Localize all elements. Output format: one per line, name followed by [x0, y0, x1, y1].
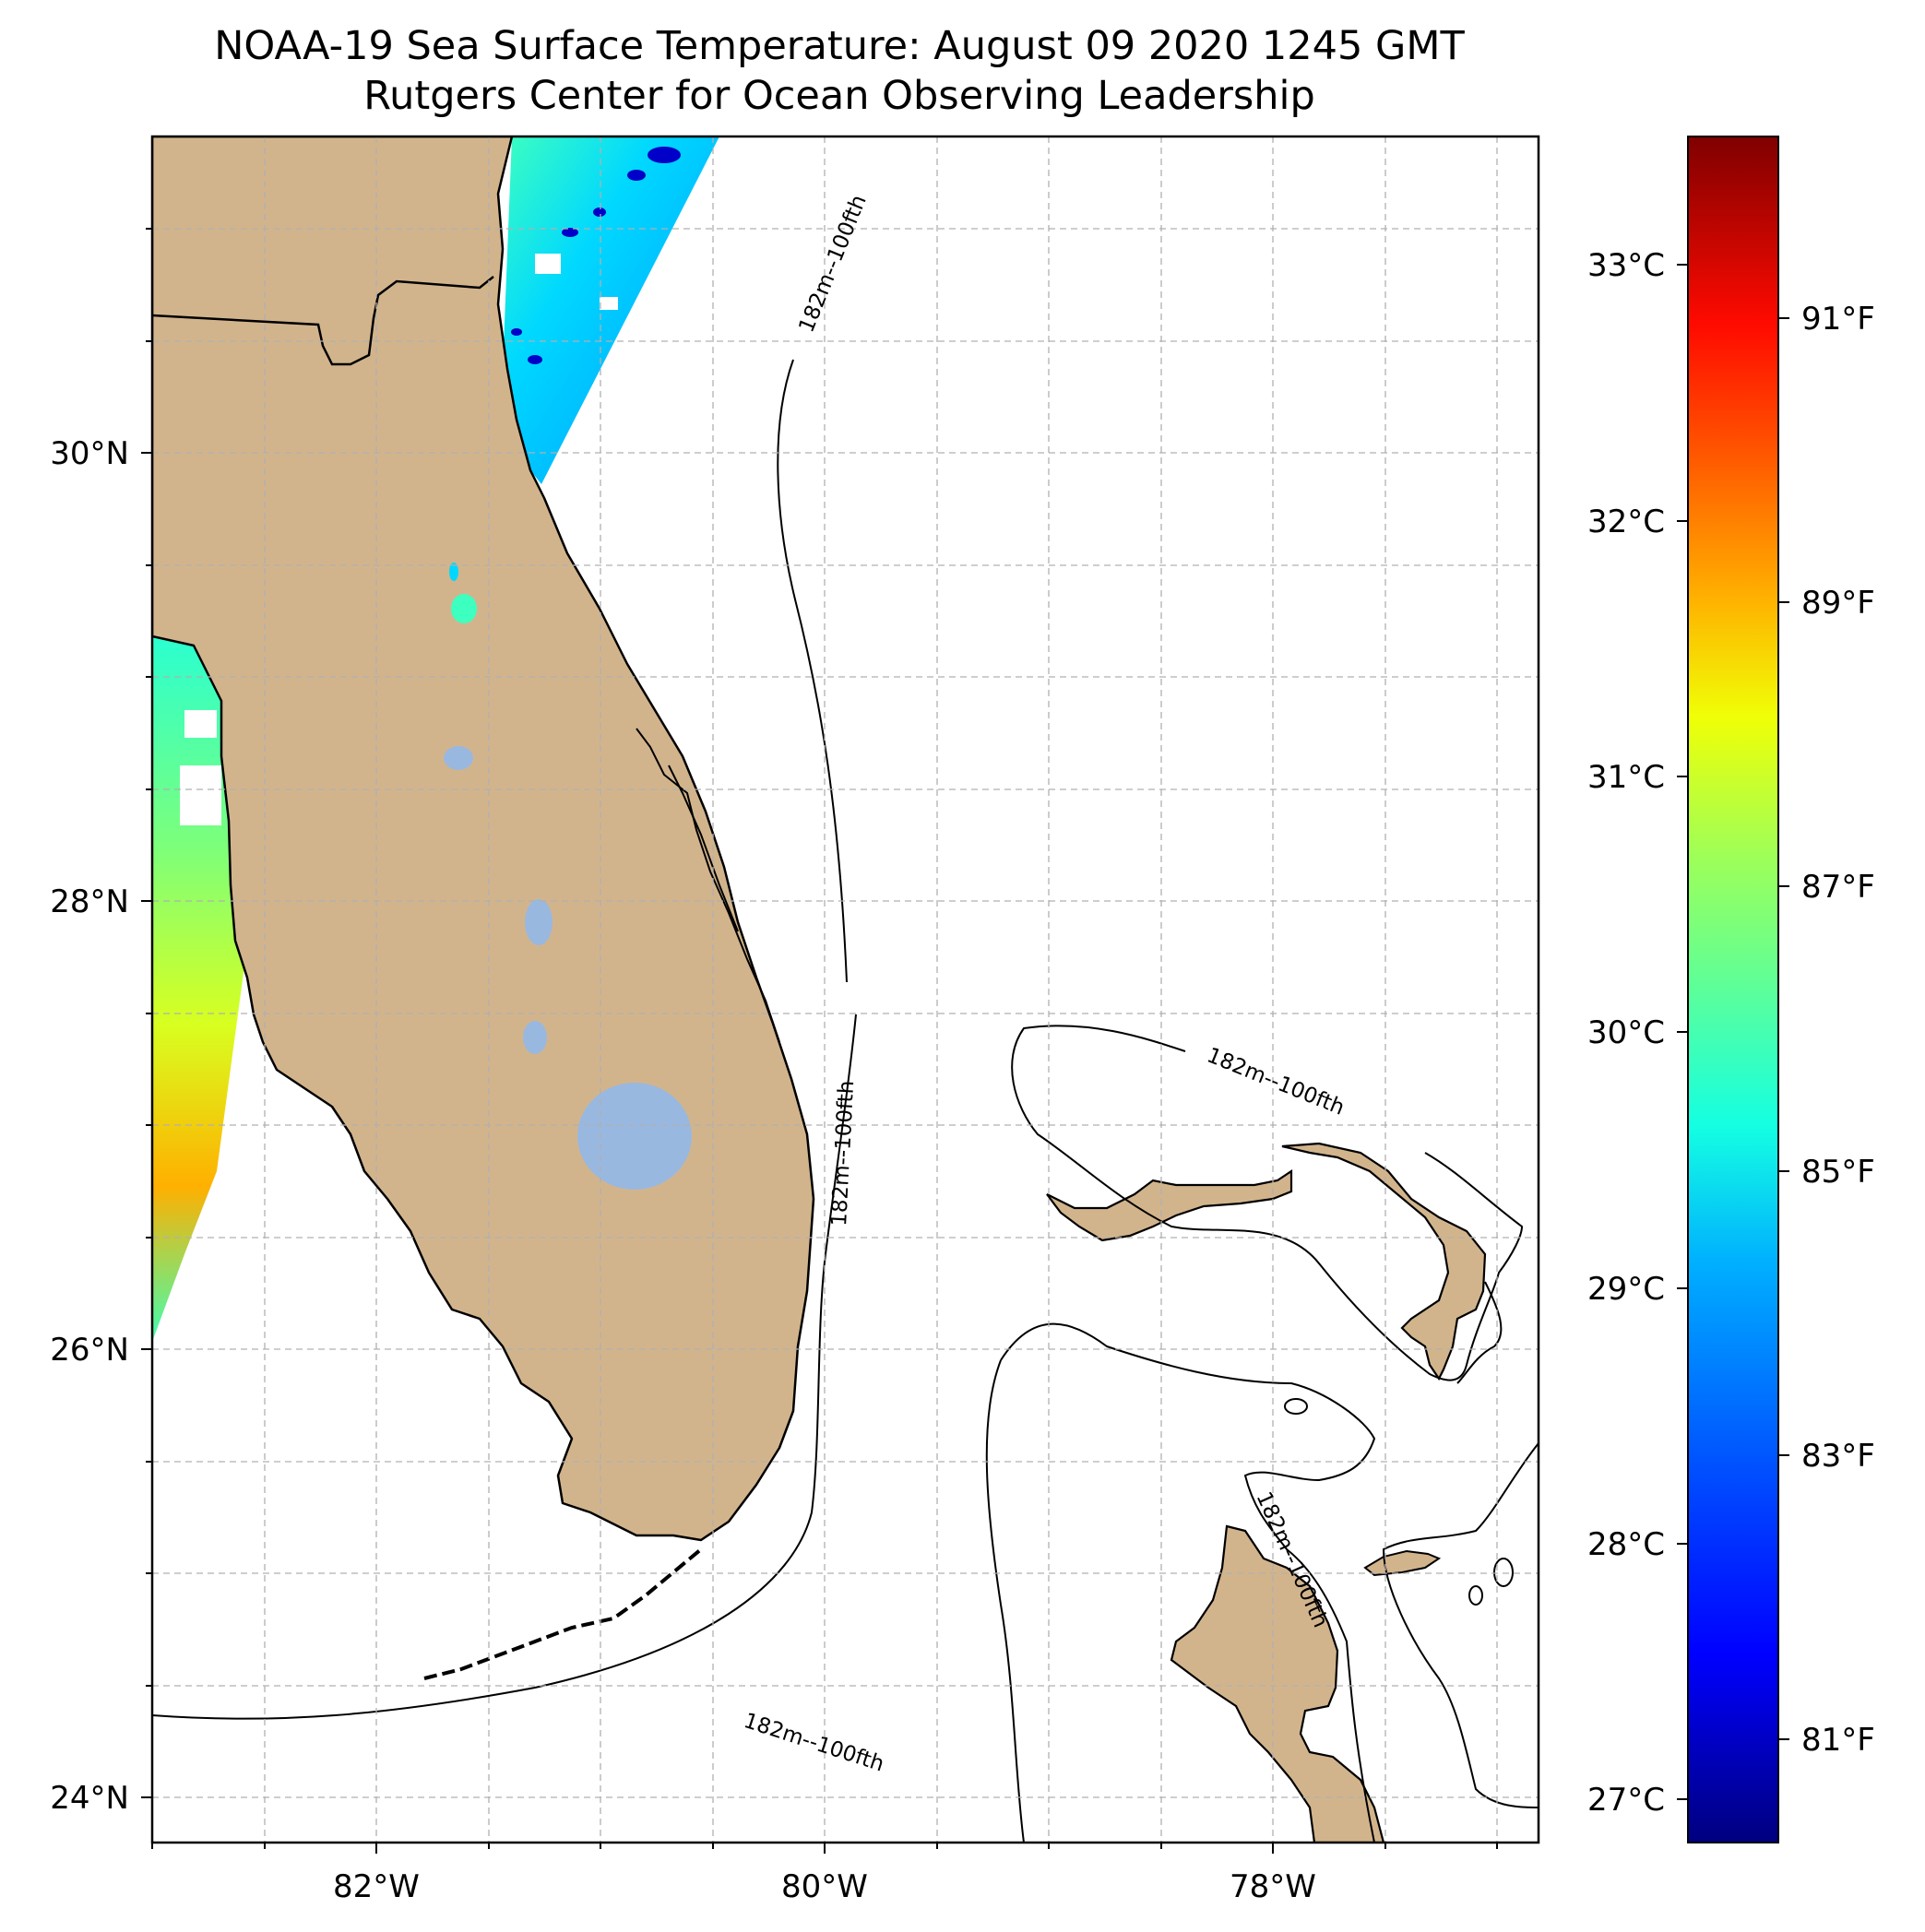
- sst-inland-patch: [451, 594, 477, 623]
- berry-islands: [1363, 1549, 1442, 1577]
- small-cay: [1468, 1585, 1483, 1606]
- celsius-tick-label: 29°C: [1587, 1271, 1665, 1308]
- isobath-label: 182m--100fth: [827, 1080, 859, 1227]
- sst-cold-patches: [511, 147, 681, 364]
- lat-tick-label: 24°N: [50, 1780, 129, 1817]
- isobath-lines: [152, 359, 1539, 1843]
- isobath-label: 182m--100fth: [1204, 1043, 1348, 1120]
- lake-okeechobee: [577, 1083, 692, 1190]
- lat-tick-label: 28°N: [50, 883, 129, 920]
- celsius-tick-label: 32°C: [1587, 504, 1665, 540]
- isobath-label: 182m--100fth: [794, 192, 871, 336]
- celsius-tick-label: 31°C: [1587, 759, 1665, 796]
- lake: [525, 899, 553, 945]
- andros-island: [1170, 1524, 1385, 1843]
- lake: [444, 746, 473, 770]
- sst-gap: [535, 254, 561, 274]
- lon-tick-label: 80°W: [781, 1868, 868, 1905]
- sst-gap: [600, 297, 618, 310]
- lon-tick-label: 82°W: [333, 1868, 420, 1905]
- abaco-island: [1281, 1142, 1487, 1381]
- grand-bahama-island: [1046, 1168, 1293, 1242]
- celsius-tick-label: 28°C: [1587, 1526, 1665, 1563]
- graticule: [152, 136, 1539, 1843]
- sst-gap: [180, 765, 221, 825]
- florida-keys: [423, 1547, 703, 1680]
- fahrenheit-tick-label: 87°F: [1801, 869, 1875, 906]
- fahrenheit-tick-label: 85°F: [1801, 1154, 1875, 1191]
- colorbar: [1687, 136, 1779, 1843]
- sst-inland-patch: [449, 563, 458, 581]
- georgia-border: [152, 276, 494, 366]
- sst-swath-atlantic: [503, 136, 719, 484]
- lat-tick-label: 30°N: [50, 435, 129, 472]
- small-cay: [1493, 1558, 1514, 1587]
- map-area[interactable]: 182m--100fth 182m--100fth 182m--100fth 1…: [152, 136, 1539, 1843]
- sst-swath-gulf: [152, 636, 249, 1342]
- florida-landmass: [152, 136, 815, 1542]
- barrier-island: [668, 765, 739, 932]
- isobath-label: 182m--100fth: [741, 1709, 886, 1777]
- colorbar-ticks: [1677, 264, 1789, 1800]
- small-cay: [1284, 1398, 1308, 1415]
- celsius-tick-label: 33°C: [1587, 247, 1665, 284]
- lake: [523, 1021, 547, 1054]
- axis-ticks: [141, 228, 1498, 1854]
- map-subtitle: Rutgers Center for Ocean Observing Leade…: [363, 73, 1315, 119]
- sst-gap: [184, 710, 217, 738]
- map-title: NOAA-19 Sea Surface Temperature: August …: [214, 23, 1465, 69]
- celsius-tick-label: 30°C: [1587, 1014, 1665, 1051]
- fahrenheit-tick-label: 81°F: [1801, 1722, 1875, 1759]
- map-frame: [150, 135, 1540, 1844]
- fahrenheit-tick-label: 83°F: [1801, 1438, 1875, 1475]
- barrier-island: [636, 728, 780, 1043]
- celsius-tick-label: 27°C: [1587, 1782, 1665, 1819]
- lon-tick-label: 78°W: [1230, 1868, 1316, 1905]
- fahrenheit-tick-label: 89°F: [1801, 585, 1875, 622]
- fahrenheit-tick-label: 91°F: [1801, 301, 1875, 338]
- lat-tick-label: 26°N: [50, 1332, 129, 1369]
